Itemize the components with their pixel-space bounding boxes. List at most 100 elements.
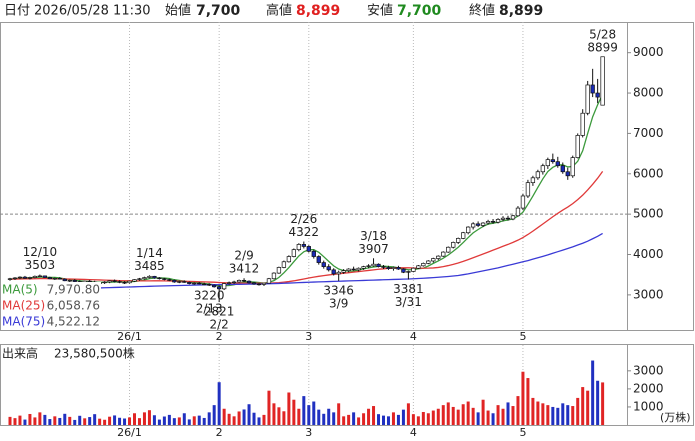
volume-bar	[68, 416, 72, 425]
volume-bar	[242, 409, 246, 425]
candle-body	[221, 283, 227, 290]
volume-bar	[481, 399, 485, 425]
candle-body	[475, 223, 481, 226]
high-value: 8,899	[296, 3, 340, 19]
candle-body	[391, 267, 396, 269]
volume-bar	[566, 405, 570, 425]
annotation-value: 3346	[323, 283, 354, 297]
x-tick-label: 3	[305, 426, 312, 439]
volume-bar	[451, 406, 455, 425]
candle-body	[162, 278, 167, 280]
volume-bar	[372, 406, 376, 425]
volume-bar	[347, 414, 351, 425]
volume-bar	[267, 390, 271, 425]
volume-bar	[108, 416, 112, 425]
candle-body	[336, 271, 341, 275]
volume-bar	[461, 404, 465, 425]
volume-bar	[601, 382, 605, 425]
x-tick-label: 26/1	[117, 426, 142, 439]
x-tick-label: 2	[216, 426, 223, 439]
candle-body	[291, 249, 297, 257]
legend-name: MA(75)	[2, 315, 45, 329]
candle-body	[426, 260, 431, 264]
volume-bar	[232, 416, 236, 425]
candle-body	[361, 266, 366, 269]
candle-body	[241, 279, 247, 282]
candle-body	[550, 159, 555, 163]
low-value: 7,700	[397, 3, 442, 19]
candle-body	[510, 215, 516, 220]
volume-bar	[217, 382, 221, 425]
candle-body	[87, 280, 92, 283]
candle-body	[411, 267, 416, 272]
volume-bar	[152, 415, 156, 425]
candle-body	[535, 171, 541, 179]
candle-body	[436, 255, 441, 259]
volume-bar	[98, 418, 102, 425]
candle-body	[446, 246, 451, 253]
low-label: 安値	[367, 3, 393, 19]
candle-body	[381, 266, 386, 268]
candle-body	[585, 84, 590, 114]
candle-body	[565, 171, 570, 177]
volume-bar	[142, 412, 146, 425]
volume-bar	[546, 405, 550, 425]
volume-total: 23,580,500株	[54, 346, 135, 361]
volume-bar	[446, 402, 450, 425]
candle-body	[495, 219, 501, 223]
candle-body	[461, 232, 466, 239]
candle-body	[470, 223, 476, 228]
candle-body	[525, 182, 531, 197]
volume-bar	[78, 415, 82, 425]
annotation-date: 2/2	[210, 318, 229, 332]
candle-body	[266, 278, 272, 284]
volume-bar	[133, 413, 136, 425]
annotation-value: 3412	[229, 262, 260, 276]
annotation-value: 3381	[393, 282, 424, 296]
candle-body	[47, 277, 52, 280]
volume-bar	[391, 412, 395, 425]
volume-bar	[367, 408, 371, 425]
annotation-value: 3503	[25, 258, 56, 272]
candle-body	[555, 161, 560, 167]
candle-body	[326, 266, 331, 271]
candle-body	[67, 279, 72, 282]
volume-y-tick-label: 3000	[633, 363, 664, 377]
volume-bar	[332, 412, 336, 425]
annotation-value: 2821	[204, 305, 235, 319]
candle-body	[401, 268, 406, 273]
volume-bar	[496, 405, 500, 425]
volume-bar	[362, 413, 366, 425]
volume-bar	[282, 411, 286, 425]
volume-y-tick-label: 1000	[633, 399, 664, 413]
volume-bar	[212, 405, 216, 425]
legend-box	[1, 282, 101, 330]
x-tick-label: 4	[410, 330, 417, 343]
volume-bar	[317, 409, 321, 425]
candle-body	[451, 242, 456, 248]
candle-body	[286, 256, 292, 263]
annotation-date: 12/10	[23, 245, 58, 259]
volume-bar	[277, 407, 281, 425]
candle-body	[187, 282, 192, 284]
volume-title: 出来高	[2, 346, 38, 361]
volume-bar	[292, 399, 296, 425]
annotation-date: 5/28	[589, 27, 616, 41]
candle-body	[560, 165, 565, 173]
candle-body	[570, 157, 575, 177]
volume-bar	[8, 416, 12, 425]
volume-bar	[247, 404, 251, 425]
candle-body	[202, 283, 207, 286]
annotation-value: 4322	[289, 225, 320, 239]
candle-body	[321, 262, 326, 267]
volume-bar	[48, 419, 52, 425]
volume-bar	[327, 408, 331, 425]
volume-bar	[88, 417, 92, 425]
close-label: 終値	[469, 3, 495, 19]
volume-bar	[18, 415, 22, 425]
volume-bar	[516, 396, 520, 425]
candle-body	[57, 277, 62, 280]
annotation-value: 3485	[134, 259, 165, 273]
